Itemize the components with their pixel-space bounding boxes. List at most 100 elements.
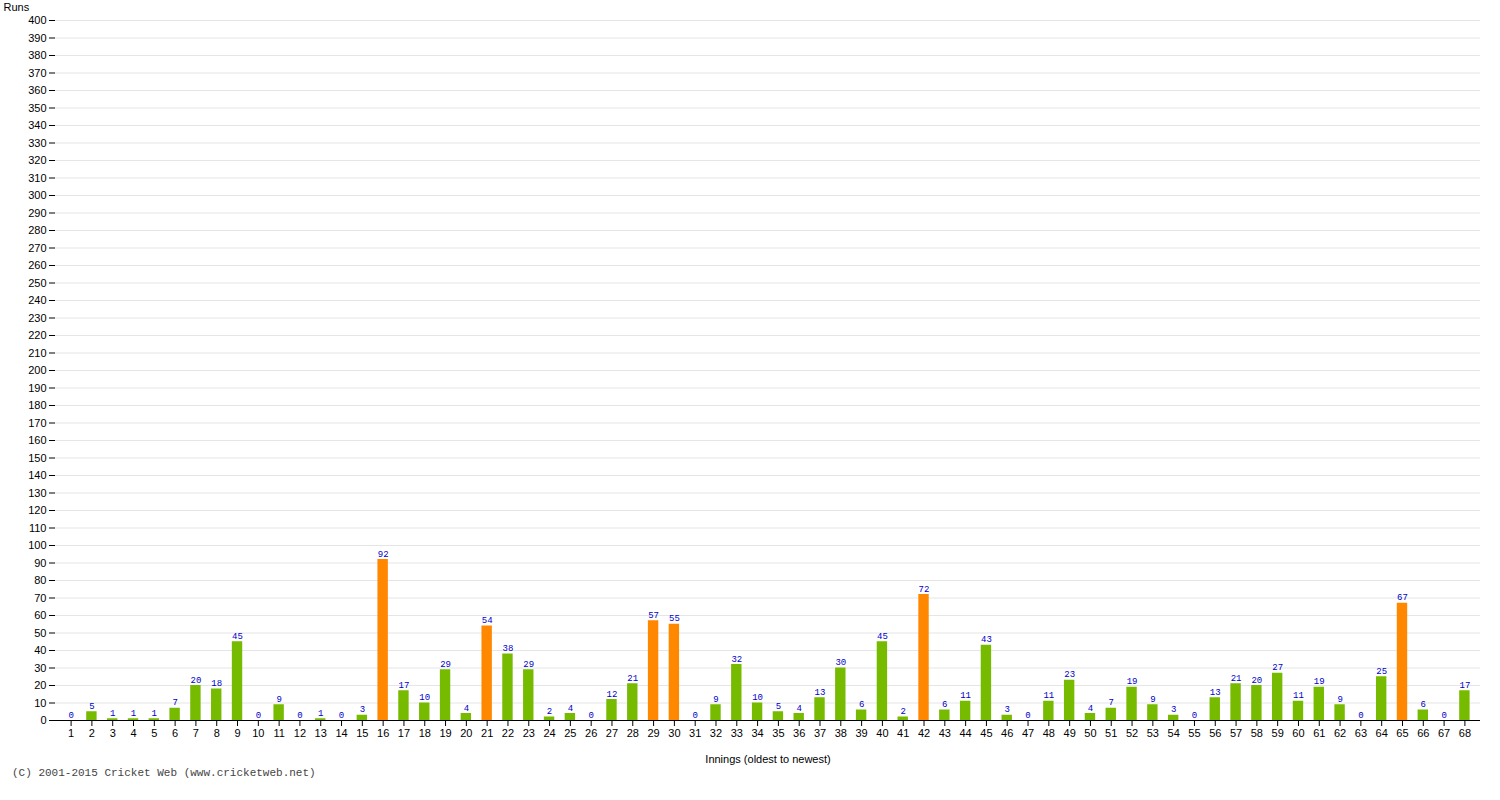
svg-text:33: 33: [731, 727, 743, 739]
svg-text:6: 6: [859, 700, 864, 710]
svg-text:390: 390: [28, 32, 46, 44]
svg-text:65: 65: [1396, 727, 1408, 739]
svg-text:17: 17: [398, 727, 410, 739]
svg-text:330: 330: [28, 137, 46, 149]
svg-text:23: 23: [523, 727, 535, 739]
svg-text:2: 2: [901, 707, 906, 717]
svg-text:10: 10: [419, 693, 430, 703]
svg-text:40: 40: [34, 644, 46, 656]
svg-text:30: 30: [34, 662, 46, 674]
svg-text:0: 0: [256, 711, 261, 721]
svg-text:18: 18: [211, 679, 222, 689]
svg-text:19: 19: [1127, 677, 1138, 687]
svg-text:28: 28: [627, 727, 639, 739]
svg-text:70: 70: [34, 592, 46, 604]
svg-text:92: 92: [378, 550, 389, 560]
svg-text:9: 9: [1337, 695, 1342, 705]
svg-text:170: 170: [28, 417, 46, 429]
svg-text:10: 10: [752, 693, 763, 703]
svg-text:Runs: Runs: [4, 1, 30, 13]
svg-text:370: 370: [28, 67, 46, 79]
svg-text:21: 21: [627, 674, 638, 684]
svg-text:0: 0: [1025, 711, 1030, 721]
svg-text:54: 54: [1168, 727, 1180, 739]
svg-text:260: 260: [28, 259, 46, 271]
svg-text:57: 57: [648, 611, 659, 621]
svg-text:340: 340: [28, 119, 46, 131]
svg-text:1: 1: [131, 709, 136, 719]
svg-text:45: 45: [232, 632, 243, 642]
svg-text:310: 310: [28, 172, 46, 184]
svg-text:5: 5: [776, 702, 781, 712]
svg-text:160: 160: [28, 434, 46, 446]
svg-text:190: 190: [28, 382, 46, 394]
svg-text:4: 4: [130, 727, 136, 739]
svg-text:13: 13: [315, 727, 327, 739]
svg-text:1: 1: [68, 727, 74, 739]
svg-text:19: 19: [439, 727, 451, 739]
svg-text:13: 13: [1210, 688, 1221, 698]
svg-text:21: 21: [1231, 674, 1242, 684]
svg-text:20: 20: [1251, 676, 1262, 686]
svg-text:6: 6: [172, 727, 178, 739]
svg-text:54: 54: [482, 616, 493, 626]
svg-text:0: 0: [40, 714, 46, 726]
svg-text:72: 72: [919, 585, 930, 595]
svg-text:1: 1: [318, 709, 323, 719]
svg-text:13: 13: [815, 688, 826, 698]
svg-text:63: 63: [1355, 727, 1367, 739]
svg-text:210: 210: [28, 347, 46, 359]
svg-text:21: 21: [481, 727, 493, 739]
svg-text:11: 11: [1043, 691, 1054, 701]
svg-text:40: 40: [876, 727, 888, 739]
svg-text:32: 32: [710, 727, 722, 739]
svg-text:49: 49: [1064, 727, 1076, 739]
svg-text:64: 64: [1376, 727, 1388, 739]
svg-text:38: 38: [835, 727, 847, 739]
svg-text:270: 270: [28, 242, 46, 254]
svg-text:52: 52: [1126, 727, 1138, 739]
svg-text:1: 1: [152, 709, 157, 719]
svg-text:27: 27: [1272, 663, 1283, 673]
svg-text:3: 3: [360, 705, 365, 715]
svg-text:60: 60: [34, 609, 46, 621]
svg-text:27: 27: [606, 727, 618, 739]
svg-text:3: 3: [110, 727, 116, 739]
svg-text:9: 9: [713, 695, 718, 705]
svg-text:22: 22: [502, 727, 514, 739]
svg-text:180: 180: [28, 399, 46, 411]
svg-text:14: 14: [335, 727, 347, 739]
svg-text:55: 55: [1188, 727, 1200, 739]
svg-text:24: 24: [543, 727, 555, 739]
svg-text:66: 66: [1417, 727, 1429, 739]
svg-text:4: 4: [568, 704, 573, 714]
svg-text:1: 1: [110, 709, 115, 719]
svg-text:12: 12: [294, 727, 306, 739]
svg-text:7: 7: [193, 727, 199, 739]
svg-text:32: 32: [731, 655, 742, 665]
svg-text:5: 5: [151, 727, 157, 739]
svg-text:9: 9: [234, 727, 240, 739]
svg-text:9: 9: [276, 695, 281, 705]
svg-text:110: 110: [29, 522, 47, 534]
svg-text:6: 6: [942, 700, 947, 710]
svg-text:150: 150: [28, 452, 46, 464]
svg-text:25: 25: [564, 727, 576, 739]
svg-text:4: 4: [1088, 704, 1093, 714]
svg-text:15: 15: [356, 727, 368, 739]
svg-text:400: 400: [28, 14, 46, 26]
svg-text:26: 26: [585, 727, 597, 739]
svg-text:130: 130: [28, 487, 46, 499]
svg-text:56: 56: [1209, 727, 1221, 739]
svg-text:47: 47: [1022, 727, 1034, 739]
svg-text:4: 4: [464, 704, 469, 714]
svg-text:18: 18: [419, 727, 431, 739]
svg-text:0: 0: [692, 711, 697, 721]
svg-text:59: 59: [1272, 727, 1284, 739]
svg-text:0: 0: [339, 711, 344, 721]
svg-text:37: 37: [814, 727, 826, 739]
svg-text:19: 19: [1314, 677, 1325, 687]
svg-text:36: 36: [793, 727, 805, 739]
svg-text:67: 67: [1397, 593, 1408, 603]
svg-text:62: 62: [1334, 727, 1346, 739]
